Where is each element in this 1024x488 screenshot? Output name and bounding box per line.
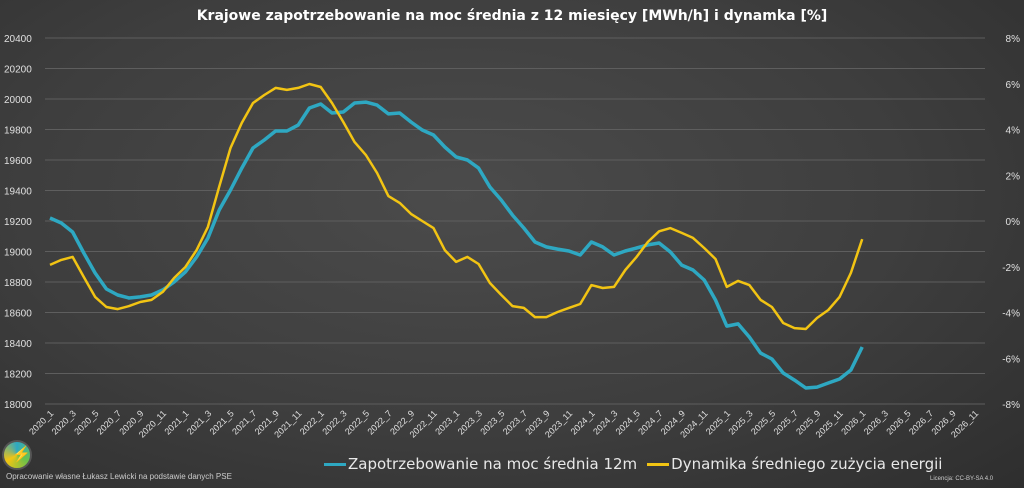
y-right-tick-label: -2% xyxy=(1002,263,1020,274)
y-left-tick-label: 18200 xyxy=(4,370,32,381)
chart-title: Krajowe zapotrzebowanie na moc średnia z… xyxy=(196,8,828,24)
legend-swatch-dynamics xyxy=(647,462,670,466)
y-left-tick-label: 20400 xyxy=(4,34,32,45)
legend-swatch-demand xyxy=(324,462,346,466)
y-left-tick-label: 18600 xyxy=(4,309,32,320)
y-right-tick-label: 6% xyxy=(1006,80,1021,91)
y-right-tick-label: 2% xyxy=(1006,171,1021,182)
y-left-tick-label: 19400 xyxy=(4,187,32,198)
legend: Zapotrzebowanie na moc średnia 12m Dynam… xyxy=(324,455,942,473)
license-text: Licencja: CC-BY-SA 4.0 xyxy=(930,476,994,482)
series-line-dynamics xyxy=(49,82,864,331)
y-right-tick-label: 4% xyxy=(1006,126,1021,137)
y-right-tick-label: 8% xyxy=(1006,34,1021,45)
lightning-logo-icon: ⚡ xyxy=(2,440,32,470)
y-left-tick-label: 19800 xyxy=(4,126,32,137)
y-left-tick-label: 18400 xyxy=(4,339,32,350)
y-left-tick-label: 20000 xyxy=(4,95,32,106)
credit-text: Opracowanie własne Łukasz Lewicki na pod… xyxy=(6,472,232,481)
y-left-tick-label: 19600 xyxy=(4,156,32,167)
legend-label-demand: Zapotrzebowanie na moc średnia 12m xyxy=(348,455,638,473)
legend-item-demand: Zapotrzebowanie na moc średnia 12m xyxy=(324,455,637,473)
y-left-tick-label: 19000 xyxy=(4,248,32,259)
legend-item-dynamics: Dynamika średniego zużycia energii xyxy=(647,455,942,473)
legend-label-dynamics: Dynamika średniego zużycia energii xyxy=(671,455,943,473)
y-right-tick-label: -4% xyxy=(1002,309,1020,320)
y-left-tick-label: 19200 xyxy=(4,217,32,228)
y-left-tick-label: 18000 xyxy=(4,400,32,411)
y-right-tick-label: -8% xyxy=(1002,400,1020,411)
series-line-demand xyxy=(49,100,864,390)
y-right-tick-label: -6% xyxy=(1002,354,1020,365)
y-right-tick-label: 0% xyxy=(1006,217,1021,228)
y-left-tick-label: 20200 xyxy=(4,65,32,76)
y-left-tick-label: 18800 xyxy=(4,278,32,289)
